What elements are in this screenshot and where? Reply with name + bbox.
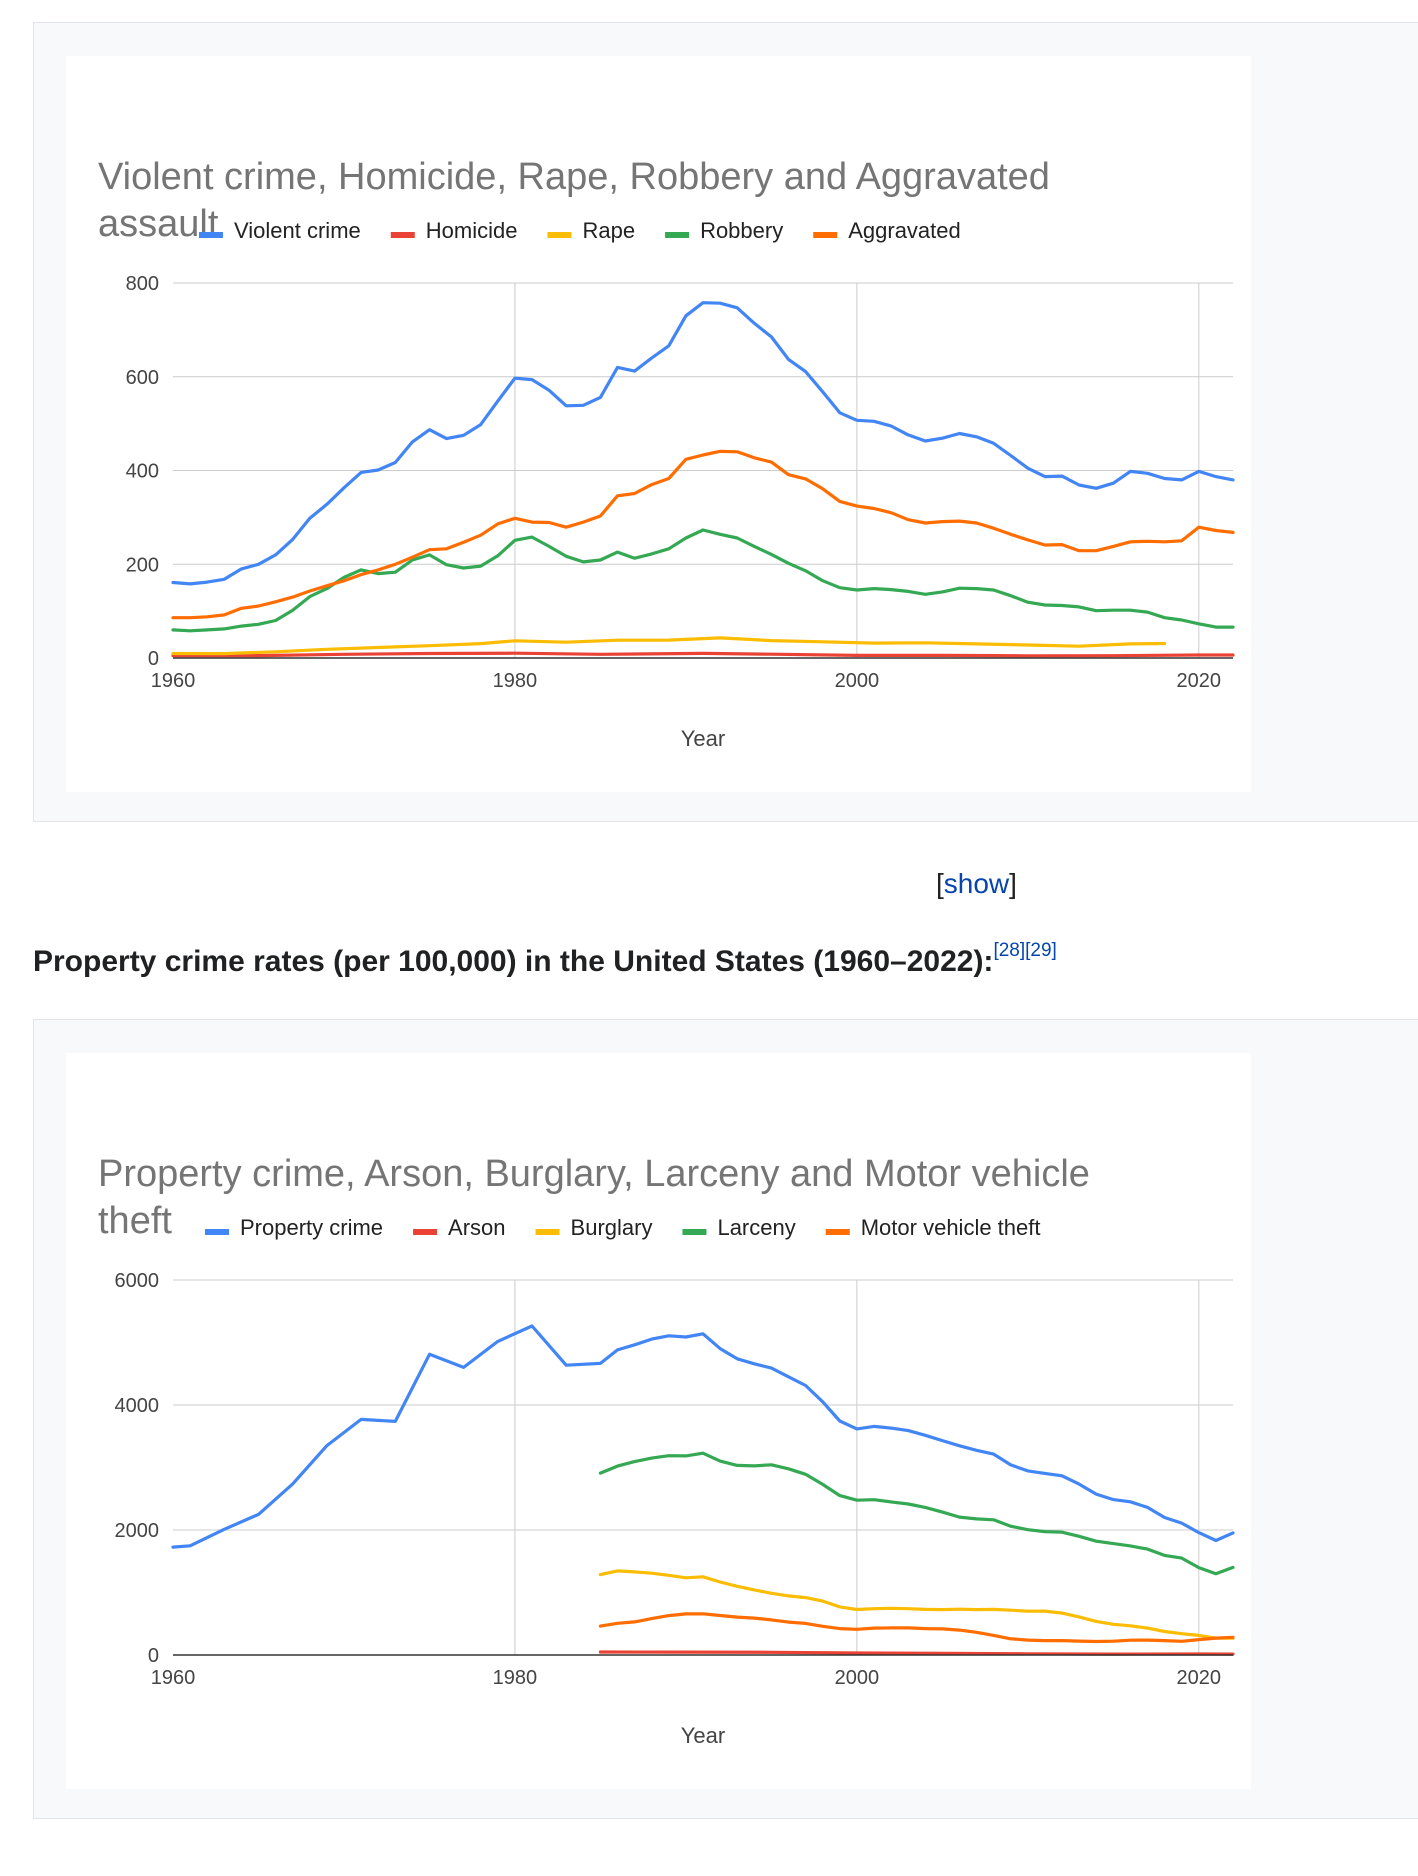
violent-chart-legend-swatch-homicide xyxy=(390,232,415,238)
violent-chart-y-tick-0: 0 xyxy=(148,648,159,670)
violent-chart-y-tick-200: 200 xyxy=(126,554,159,576)
section-caption-text: Property crime rates (per 100,000) in th… xyxy=(33,945,994,978)
property-chart-legend-label-property-crime: Property crime xyxy=(240,1215,383,1240)
show-bracket-close: ] xyxy=(1009,868,1017,899)
violent-chart-line-violent-crime xyxy=(171,301,1235,586)
property-chart-legend-label-arson: Arson xyxy=(448,1215,505,1240)
violent-chart-x-tick-1960: 1960 xyxy=(151,670,196,692)
violent-chart-x-tick-2000: 2000 xyxy=(835,670,880,692)
show-toggle: [show] xyxy=(936,868,1017,900)
property-chart-legend-label-motor-vehicle-theft: Motor vehicle theft xyxy=(861,1215,1041,1240)
violent-chart-title-line-2: assault xyxy=(98,203,219,245)
violent-chart-legend-swatch-violent-crime xyxy=(199,232,223,238)
property-chart-title-line-1: Property crime, Arson, Burglary, Larceny… xyxy=(98,1153,1090,1195)
violent-chart-y-tick-400: 400 xyxy=(126,461,159,483)
property-chart-legend-swatch-larceny xyxy=(682,1229,707,1235)
property-chart-y-tick-4000: 4000 xyxy=(115,1395,160,1417)
violent-chart-legend-label-violent-crime: Violent crime xyxy=(234,218,361,243)
property-chart-y-tick-2000: 2000 xyxy=(115,1520,160,1542)
violent-chart-legend-swatch-aggravated xyxy=(813,232,838,238)
property-chart-line-property-crime xyxy=(171,1324,1235,1549)
violent-chart-x-tick-1980: 1980 xyxy=(493,670,538,692)
property-chart-x-tick-1960: 1960 xyxy=(151,1667,196,1689)
violent-crime-chart-svg: Violent crime, Homicide, Rape, Robbery a… xyxy=(98,156,1235,751)
violent-chart-legend-label-rape: Rape xyxy=(582,218,635,243)
section-caption: Property crime rates (per 100,000) in th… xyxy=(33,940,1057,979)
violent-chart-line-homicide xyxy=(171,651,1235,658)
violent-crime-chart: Violent crime, Homicide, Rape, Robbery a… xyxy=(66,56,1251,792)
property-chart-x-tick-1980: 1980 xyxy=(493,1667,538,1689)
show-link[interactable]: show xyxy=(943,868,1010,899)
violent-chart-x-axis-title: Year xyxy=(681,726,725,751)
property-chart-y-tick-0: 0 xyxy=(148,1645,159,1667)
property-chart-x-tick-2020: 2020 xyxy=(1177,1667,1222,1689)
violent-chart-legend-label-robbery: Robbery xyxy=(700,218,783,243)
property-chart-line-larceny xyxy=(598,1451,1235,1576)
property-crime-chart-svg: Property crime, Arson, Burglary, Larceny… xyxy=(98,1153,1235,1748)
property-chart-y-tick-6000: 6000 xyxy=(115,1270,160,1292)
violent-chart-legend-label-homicide: Homicide xyxy=(426,218,518,243)
property-chart-x-tick-2000: 2000 xyxy=(835,1667,880,1689)
violent-chart-legend-swatch-robbery xyxy=(665,232,690,238)
property-chart-legend-swatch-burglary xyxy=(535,1229,560,1235)
violent-chart-y-tick-800: 800 xyxy=(126,273,159,295)
citation-28-link[interactable]: [28] xyxy=(993,940,1026,961)
citation-refs: [28][29] xyxy=(993,940,1056,961)
show-bracket-open: [ xyxy=(936,868,944,899)
property-chart-legend-swatch-motor-vehicle-theft xyxy=(825,1229,850,1235)
violent-chart-line-robbery xyxy=(171,528,1235,633)
property-chart-legend-swatch-property-crime xyxy=(205,1229,229,1235)
property-chart-legend-label-larceny: Larceny xyxy=(717,1215,795,1240)
property-chart-legend-swatch-arson xyxy=(413,1229,438,1235)
property-chart-title-line-2: theft xyxy=(98,1200,172,1242)
violent-chart-legend-swatch-rape xyxy=(547,232,572,238)
property-chart-line-burglary xyxy=(598,1569,1235,1640)
violent-chart-line-aggravated xyxy=(171,449,1235,620)
citation-29-link[interactable]: [29] xyxy=(1025,940,1057,961)
property-chart-x-axis-title: Year xyxy=(681,1723,725,1748)
property-crime-chart: Property crime, Arson, Burglary, Larceny… xyxy=(66,1053,1251,1789)
property-chart-line-motor-vehicle-theft xyxy=(598,1612,1235,1644)
property-chart-legend-label-burglary: Burglary xyxy=(571,1215,653,1240)
violent-chart-line-rape xyxy=(171,636,1167,656)
property-chart-line-arson xyxy=(598,1650,1235,1656)
violent-chart-title-line-1: Violent crime, Homicide, Rape, Robbery a… xyxy=(98,156,1050,198)
violent-chart-x-tick-2020: 2020 xyxy=(1177,670,1222,692)
violent-chart-legend-label-aggravated: Aggravated xyxy=(848,218,961,243)
violent-chart-y-tick-600: 600 xyxy=(126,367,159,389)
